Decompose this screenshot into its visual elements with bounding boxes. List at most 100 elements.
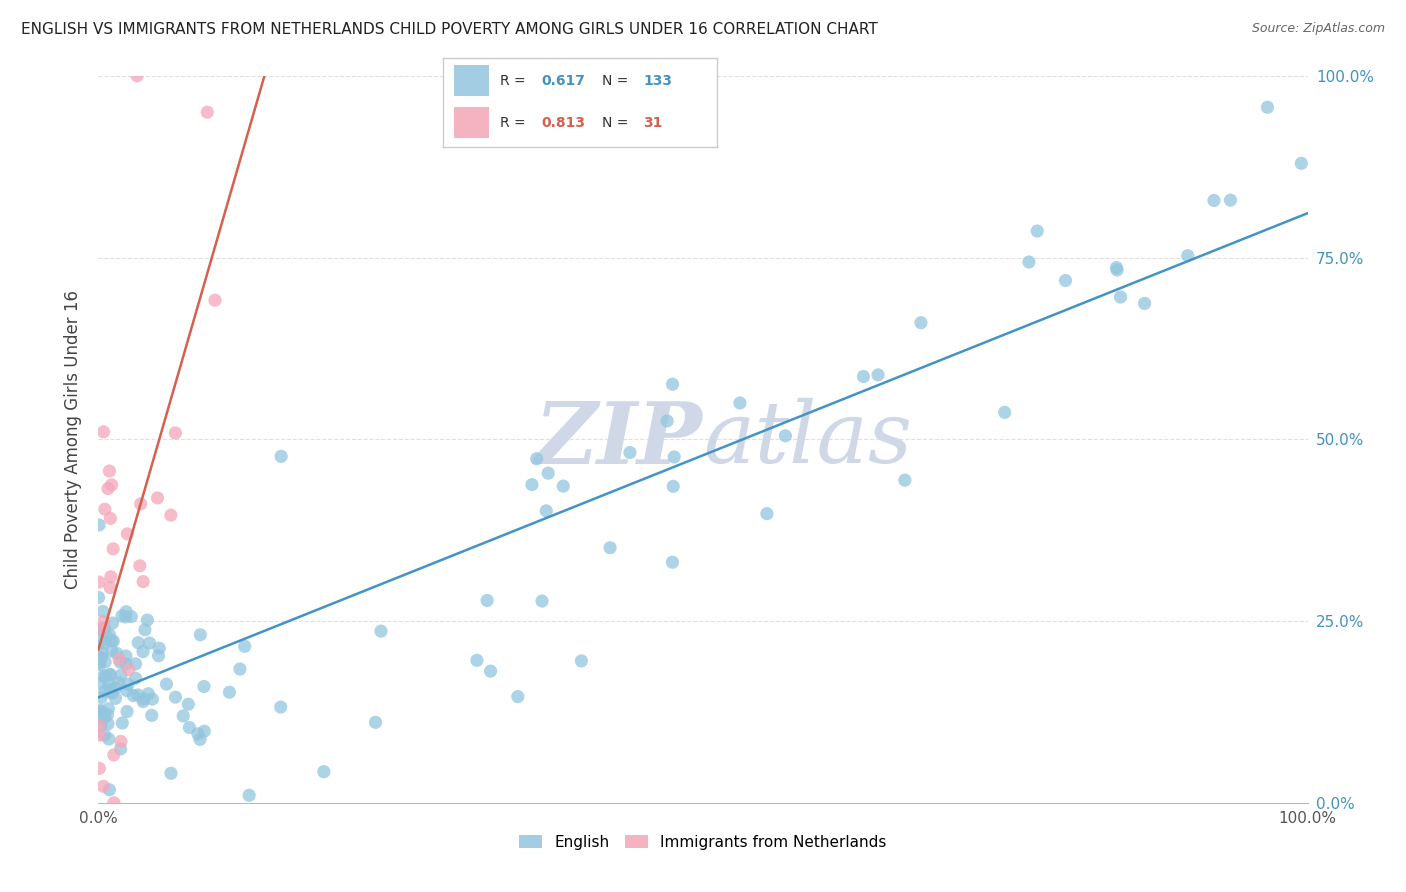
Point bbox=[124, 671, 146, 685]
Point bbox=[661, 377, 683, 392]
Point bbox=[526, 451, 548, 466]
Point bbox=[93, 615, 115, 629]
Point bbox=[465, 653, 488, 667]
Point bbox=[89, 650, 111, 665]
Point bbox=[1291, 156, 1313, 170]
Point bbox=[775, 429, 797, 443]
Point bbox=[127, 688, 149, 702]
Point bbox=[122, 689, 145, 703]
Point bbox=[93, 711, 115, 725]
Point bbox=[655, 414, 678, 428]
Point bbox=[479, 664, 502, 678]
Point bbox=[101, 615, 124, 630]
Point bbox=[1219, 193, 1241, 207]
Point bbox=[89, 704, 111, 718]
Point bbox=[193, 680, 215, 694]
Point bbox=[94, 502, 117, 516]
Point bbox=[127, 69, 149, 83]
Point bbox=[868, 368, 890, 382]
Point bbox=[536, 504, 558, 518]
Point bbox=[89, 575, 111, 590]
Point bbox=[132, 694, 155, 708]
Point bbox=[97, 482, 120, 496]
Point bbox=[1177, 249, 1199, 263]
Point bbox=[87, 518, 110, 533]
Point bbox=[101, 686, 124, 700]
Point bbox=[115, 705, 138, 719]
Point bbox=[89, 656, 111, 670]
Point bbox=[94, 684, 117, 698]
Point bbox=[852, 369, 875, 384]
Point bbox=[1256, 100, 1278, 114]
Point bbox=[132, 645, 155, 659]
Point bbox=[195, 105, 218, 120]
Point bbox=[1133, 296, 1156, 310]
Point bbox=[117, 677, 139, 691]
Point bbox=[187, 727, 209, 741]
Point bbox=[571, 654, 593, 668]
Point bbox=[1109, 290, 1132, 304]
Point bbox=[661, 555, 683, 569]
Point bbox=[188, 628, 211, 642]
Point bbox=[110, 742, 132, 756]
Point bbox=[755, 507, 778, 521]
Point bbox=[91, 646, 114, 660]
Point bbox=[111, 608, 134, 623]
FancyBboxPatch shape bbox=[454, 107, 489, 138]
Point bbox=[93, 709, 115, 723]
Point bbox=[97, 702, 120, 716]
Point bbox=[101, 644, 124, 658]
Point bbox=[97, 732, 120, 747]
Point bbox=[148, 648, 170, 663]
Point bbox=[165, 690, 187, 705]
Point bbox=[103, 796, 125, 810]
Point bbox=[100, 511, 122, 525]
Point bbox=[93, 669, 115, 683]
Text: ENGLISH VS IMMIGRANTS FROM NETHERLANDS CHILD POVERTY AMONG GIRLS UNDER 16 CORREL: ENGLISH VS IMMIGRANTS FROM NETHERLANDS C… bbox=[21, 22, 877, 37]
Text: N =: N = bbox=[602, 74, 633, 87]
Point bbox=[110, 655, 132, 669]
Point bbox=[98, 581, 121, 595]
Point bbox=[98, 782, 121, 797]
Point bbox=[179, 721, 201, 735]
Point bbox=[537, 466, 560, 480]
Point bbox=[204, 293, 226, 308]
Point bbox=[98, 682, 121, 697]
Point bbox=[238, 789, 260, 803]
Point bbox=[115, 605, 138, 619]
Point bbox=[148, 641, 170, 656]
Point bbox=[138, 636, 160, 650]
FancyBboxPatch shape bbox=[454, 65, 489, 96]
Point bbox=[146, 491, 169, 505]
Point bbox=[97, 716, 120, 731]
Point bbox=[124, 657, 146, 671]
Point bbox=[599, 541, 621, 555]
Point bbox=[87, 719, 110, 733]
Point bbox=[475, 593, 498, 607]
Text: 31: 31 bbox=[643, 116, 662, 129]
Point bbox=[89, 676, 111, 690]
Point bbox=[218, 685, 240, 699]
Point bbox=[141, 708, 163, 723]
Point bbox=[1054, 273, 1077, 287]
Point bbox=[94, 669, 117, 683]
Point bbox=[89, 623, 111, 637]
Point bbox=[312, 764, 335, 779]
Point bbox=[619, 445, 641, 459]
Point bbox=[89, 657, 111, 672]
Point bbox=[117, 527, 139, 541]
Point bbox=[553, 479, 575, 493]
Point bbox=[103, 747, 125, 762]
Point bbox=[127, 636, 149, 650]
Point bbox=[104, 691, 127, 706]
Point bbox=[91, 706, 114, 720]
Point bbox=[728, 396, 751, 410]
Point bbox=[96, 707, 118, 722]
Point bbox=[129, 497, 152, 511]
Point bbox=[364, 715, 387, 730]
Text: R =: R = bbox=[501, 116, 530, 129]
Point bbox=[90, 622, 112, 636]
Point bbox=[98, 667, 121, 681]
Point bbox=[115, 649, 138, 664]
Point bbox=[172, 709, 194, 723]
